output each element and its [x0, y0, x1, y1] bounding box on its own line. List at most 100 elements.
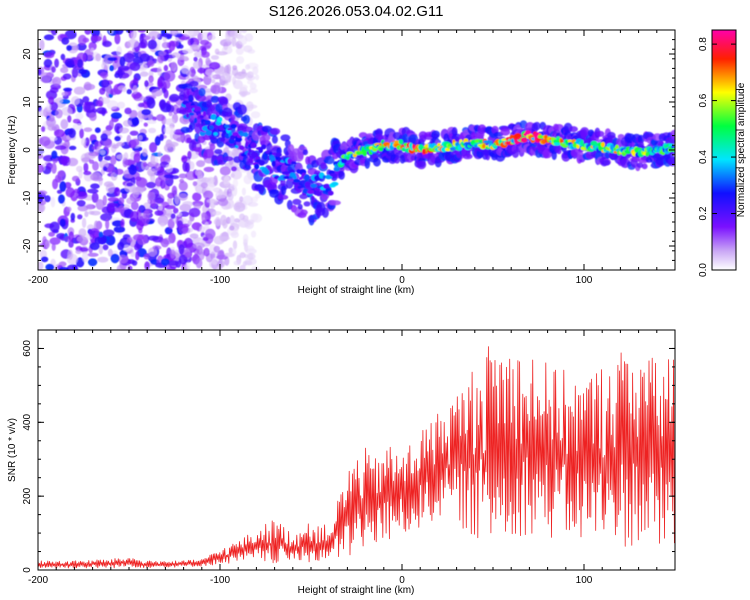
heatmap-cell [102, 166, 108, 172]
heatmap-cell [128, 164, 137, 176]
heatmap-cell [482, 144, 486, 149]
heatmap-cell [192, 61, 202, 69]
heatmap-cell [148, 75, 154, 83]
heatmap-cell [512, 149, 519, 158]
heatmap-cell [245, 101, 254, 112]
heatmap-cell [94, 236, 107, 245]
heatmap-cell [48, 96, 55, 105]
y-tick-label: 0 [22, 147, 33, 153]
heatmap-cell [232, 76, 236, 85]
heatmap-cell [90, 183, 100, 189]
heatmap-cell [645, 152, 649, 157]
heatmap-cell [229, 215, 235, 226]
heatmap-cell [52, 76, 62, 86]
heatmap-cell [135, 177, 148, 188]
heatmap-cell [671, 145, 675, 149]
heatmap-cell [315, 190, 322, 197]
heatmap-cell [154, 210, 164, 216]
heatmap-cell [194, 106, 202, 112]
heatmap-cell [154, 197, 165, 204]
heatmap-cell [77, 205, 89, 212]
heatmap-cell [226, 216, 231, 224]
heatmap-cell [107, 166, 116, 175]
heatmap-cell [67, 115, 72, 123]
heatmap-cell [205, 68, 215, 76]
heatmap-cell [254, 193, 261, 199]
heatmap-cell [144, 261, 150, 270]
heatmap-cell [220, 137, 226, 142]
heatmap-cell [551, 150, 557, 161]
heatmap-cell [95, 100, 104, 107]
heatmap-cell [187, 219, 192, 226]
heatmap-cell [440, 146, 447, 153]
heatmap-cell [346, 155, 350, 160]
heatmap-cell [123, 52, 135, 63]
heatmap-cell [219, 96, 229, 106]
heatmap-cell [84, 137, 90, 147]
heatmap-cell [131, 138, 140, 146]
heatmap-cell [209, 143, 216, 151]
heatmap-cell [239, 252, 246, 259]
heatmap-cell [178, 44, 184, 49]
heatmap-cell [60, 119, 69, 130]
heatmap-cell [149, 142, 158, 153]
heatmap-cell [186, 70, 192, 76]
heatmap-cell [134, 243, 140, 251]
heatmap-cell [84, 211, 89, 218]
heatmap-cell [148, 127, 157, 134]
heatmap-cell [178, 173, 188, 179]
heatmap-cell [147, 191, 156, 201]
heatmap-cell [251, 230, 257, 238]
heatmap-cell [239, 196, 244, 203]
heatmap-cell [117, 101, 126, 109]
heatmap-cell [233, 218, 241, 223]
heatmap-cell [132, 85, 138, 95]
heatmap-cell [239, 84, 248, 90]
y-tick-label: 0 [22, 567, 33, 573]
heatmap-cell [160, 258, 170, 266]
heatmap-cell [130, 201, 139, 211]
heatmap-cell [250, 142, 257, 149]
heatmap-cell [304, 181, 311, 188]
heatmap-cell [252, 66, 259, 75]
heatmap-cell [203, 166, 215, 173]
heatmap-cell [255, 74, 260, 81]
heatmap-cell [158, 50, 167, 56]
heatmap-cell [163, 64, 169, 72]
heatmap-cell [147, 39, 158, 50]
heatmap-cell [568, 126, 578, 133]
heatmap-cell [97, 256, 109, 263]
heatmap-cell [230, 114, 236, 122]
heatmap-cell [193, 203, 202, 210]
heatmap-cell [78, 228, 87, 237]
heatmap-cell [201, 212, 207, 223]
heatmap-cell [110, 172, 118, 181]
heatmap-cell [45, 263, 55, 270]
heatmap-cell [314, 188, 322, 192]
heatmap-cell [98, 231, 104, 238]
heatmap-cell [110, 253, 120, 264]
heatmap-cell [122, 244, 132, 252]
heatmap-cell [185, 171, 197, 181]
heatmap-cell [178, 224, 189, 235]
heatmap-cell [38, 164, 44, 174]
heatmap-cell [437, 142, 441, 147]
heatmap-cell [82, 96, 90, 104]
heatmap-cell [537, 135, 545, 139]
heatmap-cell [195, 257, 203, 269]
heatmap-cell [109, 88, 118, 96]
heatmap-cell [230, 231, 239, 239]
heatmap-cell [161, 41, 170, 49]
heatmap-cell [580, 139, 584, 146]
heatmap-cell [244, 242, 249, 253]
heatmap-cell [143, 122, 148, 127]
heatmap-cell [63, 87, 73, 92]
heatmap-cell [248, 157, 253, 164]
heatmap-cell [83, 162, 89, 173]
heatmap-cell [164, 118, 175, 126]
heatmap-cell [99, 160, 109, 169]
heatmap-cell [64, 30, 77, 40]
heatmap-cell [87, 252, 99, 257]
heatmap-cell [78, 68, 87, 75]
colorbar-tick-label: 0.2 [698, 206, 709, 220]
